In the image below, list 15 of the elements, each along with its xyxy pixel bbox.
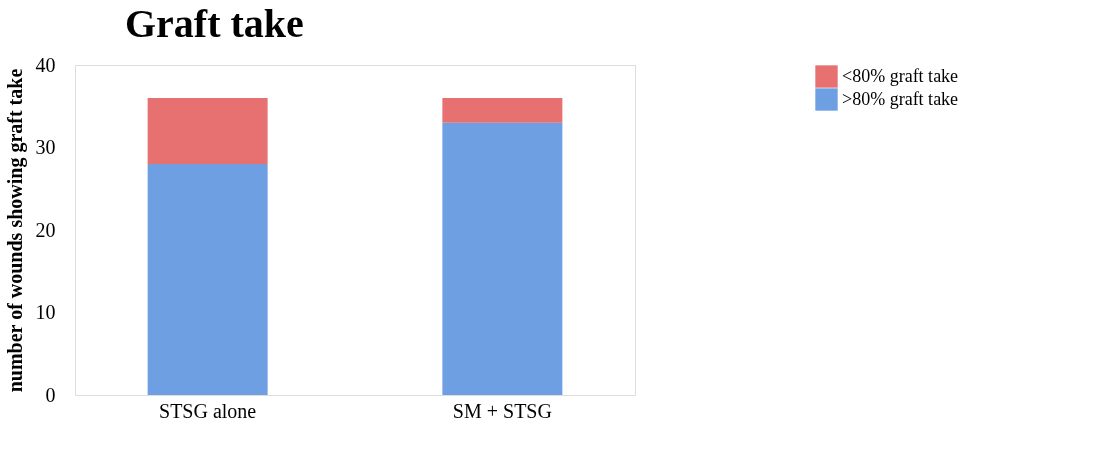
y-tick-label: 20 (35, 218, 56, 241)
bar (147, 98, 268, 164)
y-tick-label: 30 (35, 136, 56, 158)
bar (147, 164, 268, 395)
bar (442, 122, 563, 395)
y-tick-label: 10 (35, 301, 56, 323)
y-tick-label: 0 (45, 383, 56, 406)
legend-label: <80% graft take (842, 65, 959, 86)
legend-label: >80% graft take (842, 88, 959, 109)
y-tick-label: 40 (35, 53, 56, 76)
y-axis-title: number of wounds showing graft take (3, 68, 27, 393)
x-tick-label: SM + STSG (452, 399, 552, 422)
x-tick-label: STSG alone (159, 399, 257, 422)
chart-title: Graft take (125, 1, 304, 46)
bar (442, 98, 563, 123)
